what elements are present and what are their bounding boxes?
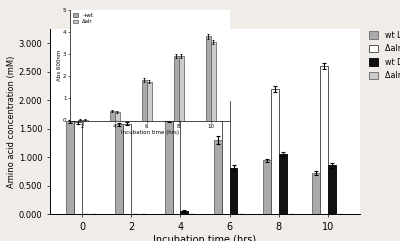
Bar [320,66,328,214]
Bar [179,56,184,121]
Y-axis label: Amino acid concentration (mM): Amino acid concentration (mM) [7,55,16,188]
Bar [74,122,82,214]
Y-axis label: Abs 600nm: Abs 600nm [57,49,62,81]
Bar [214,140,222,214]
Bar [180,211,188,214]
Bar [147,82,152,120]
Bar [263,160,271,214]
Legend: wt L-lys, Δalr L-lys, wt D-lys, Δalr D-lys: wt L-lys, Δalr L-lys, wt D-lys, Δalr D-l… [367,29,400,82]
X-axis label: Incubation time (hrs): Incubation time (hrs) [154,235,256,241]
Bar [165,120,172,214]
Bar [123,124,131,214]
X-axis label: Incubation time (hrs): Incubation time (hrs) [121,130,179,135]
Bar [115,112,120,120]
Bar [211,42,216,120]
Bar [174,56,179,121]
Bar [110,111,115,120]
Bar [66,121,74,214]
Bar [328,165,336,214]
Bar [206,36,211,120]
Bar [230,168,238,214]
Bar [279,154,287,214]
Legend: +wt, Δalr: +wt, Δalr [73,12,94,25]
Bar [116,124,123,214]
Bar [312,173,320,214]
Bar [222,101,230,214]
Bar [271,89,279,214]
Bar [142,80,147,120]
Bar [172,117,180,214]
